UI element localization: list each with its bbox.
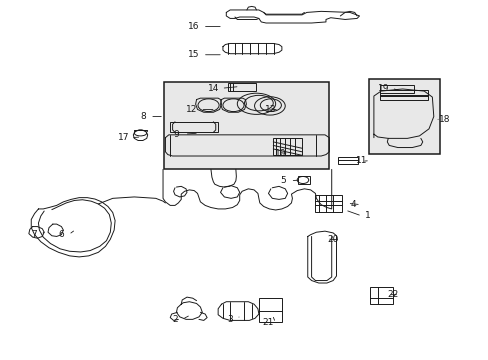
Text: 1: 1 [365,211,370,220]
Bar [368,80,439,154]
Bar [227,83,255,91]
Text: 8: 8 [140,112,145,121]
Bar [379,90,427,100]
Text: 3: 3 [227,315,232,324]
Text: 14: 14 [207,84,219,93]
Text: 2: 2 [172,315,178,324]
Text: 9: 9 [173,130,179,139]
Bar [315,195,341,212]
Text: 6: 6 [59,230,64,239]
Text: 5: 5 [280,176,285,185]
Text: 4: 4 [350,200,356,209]
Text: 15: 15 [188,50,200,59]
Text: 20: 20 [327,235,338,244]
Text: 10: 10 [274,149,285,158]
Text: 16: 16 [188,22,200,31]
Text: 12: 12 [186,105,197,114]
Text: 18: 18 [438,115,449,124]
Text: 13: 13 [264,105,276,114]
Bar [379,85,413,93]
Text: 7: 7 [31,230,37,239]
Bar [170,122,218,132]
Text: 21: 21 [262,318,274,327]
Text: 19: 19 [377,84,388,93]
Bar [298,176,309,184]
Text: 17: 17 [118,133,129,142]
Text: 11: 11 [355,156,367,165]
Bar [337,157,357,164]
Bar [369,287,392,304]
Text: 22: 22 [386,290,398,299]
Bar [163,82,328,170]
Bar [273,138,302,155]
Bar [258,298,281,322]
